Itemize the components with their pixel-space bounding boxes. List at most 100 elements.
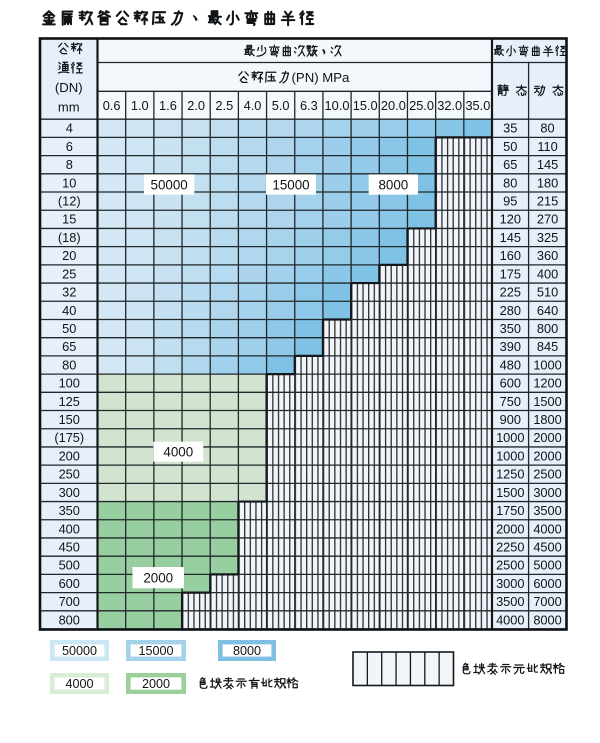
svg-text:10.0: 10.0 — [325, 98, 350, 113]
svg-text:1750: 1750 — [496, 503, 524, 518]
svg-text:800: 800 — [59, 612, 80, 627]
svg-text:4.0: 4.0 — [244, 98, 262, 113]
svg-text:500: 500 — [59, 558, 80, 573]
svg-text:32.0: 32.0 — [437, 98, 462, 113]
svg-text:845: 845 — [537, 339, 558, 354]
svg-text:4000: 4000 — [496, 612, 524, 627]
svg-text:225: 225 — [500, 285, 521, 300]
svg-text:480: 480 — [500, 357, 521, 372]
svg-text:4000: 4000 — [163, 444, 193, 459]
svg-text:700: 700 — [59, 594, 80, 609]
svg-text:(PN) MPa: (PN) MPa — [292, 70, 351, 85]
svg-text:145: 145 — [500, 230, 521, 245]
svg-text:390: 390 — [500, 339, 521, 354]
svg-text:50: 50 — [503, 139, 517, 154]
svg-text:3000: 3000 — [496, 576, 524, 591]
svg-text:8000: 8000 — [533, 612, 561, 627]
svg-text:15.0: 15.0 — [353, 98, 378, 113]
svg-text:200: 200 — [59, 448, 80, 463]
svg-text:3000: 3000 — [533, 485, 561, 500]
svg-text:8: 8 — [66, 157, 73, 172]
svg-text:800: 800 — [537, 321, 558, 336]
svg-text:35: 35 — [503, 121, 517, 136]
svg-text:2000: 2000 — [143, 570, 173, 585]
svg-text:(12): (12) — [58, 194, 81, 209]
svg-text:100: 100 — [59, 376, 80, 391]
svg-text:95: 95 — [503, 194, 517, 209]
svg-text:10: 10 — [62, 175, 76, 190]
svg-text:1800: 1800 — [533, 412, 561, 427]
svg-text:2000: 2000 — [142, 677, 170, 691]
svg-text:640: 640 — [537, 303, 558, 318]
svg-text:215: 215 — [537, 194, 558, 209]
svg-text:25.0: 25.0 — [409, 98, 434, 113]
svg-text:600: 600 — [500, 376, 521, 391]
svg-text:270: 270 — [537, 212, 558, 227]
svg-text:2500: 2500 — [496, 558, 524, 573]
svg-text:1000: 1000 — [533, 357, 561, 372]
svg-text:2.5: 2.5 — [215, 98, 233, 113]
svg-text:250: 250 — [59, 467, 80, 482]
svg-text:5.0: 5.0 — [272, 98, 290, 113]
svg-text:1.0: 1.0 — [131, 98, 149, 113]
svg-text:40: 40 — [62, 303, 76, 318]
svg-text:(DN): (DN) — [55, 80, 83, 95]
svg-text:1000: 1000 — [496, 448, 524, 463]
svg-text:15000: 15000 — [272, 177, 309, 192]
svg-text:2000: 2000 — [496, 521, 524, 536]
svg-text:6: 6 — [66, 139, 73, 154]
svg-text:150: 150 — [59, 412, 80, 427]
svg-text:50: 50 — [62, 321, 76, 336]
svg-text:350: 350 — [59, 503, 80, 518]
svg-text:35.0: 35.0 — [465, 98, 490, 113]
svg-text:15000: 15000 — [138, 644, 173, 658]
svg-text:360: 360 — [537, 248, 558, 263]
svg-text:6.3: 6.3 — [300, 98, 318, 113]
svg-text:120: 120 — [500, 212, 521, 227]
svg-text:300: 300 — [59, 485, 80, 500]
svg-text:125: 125 — [59, 394, 80, 409]
svg-text:4500: 4500 — [533, 539, 561, 554]
svg-text:(18): (18) — [58, 230, 81, 245]
svg-text:4000: 4000 — [65, 677, 93, 691]
svg-text:20: 20 — [62, 248, 76, 263]
svg-text:65: 65 — [62, 339, 76, 354]
svg-text:1250: 1250 — [496, 467, 524, 482]
svg-text:2250: 2250 — [496, 539, 524, 554]
svg-text:20.0: 20.0 — [381, 98, 406, 113]
svg-text:80: 80 — [503, 175, 517, 190]
svg-text:750: 750 — [500, 394, 521, 409]
svg-text:2000: 2000 — [533, 430, 561, 445]
svg-text:1200: 1200 — [533, 376, 561, 391]
svg-text:1500: 1500 — [533, 394, 561, 409]
svg-text:7000: 7000 — [533, 594, 561, 609]
svg-text:110: 110 — [537, 139, 557, 154]
svg-text:280: 280 — [500, 303, 521, 318]
svg-text:400: 400 — [537, 266, 558, 281]
svg-text:6000: 6000 — [533, 576, 561, 591]
svg-text:510: 510 — [537, 285, 558, 300]
svg-text:3500: 3500 — [533, 503, 561, 518]
svg-text:4: 4 — [66, 121, 73, 136]
svg-text:2000: 2000 — [533, 448, 561, 463]
svg-text:450: 450 — [59, 539, 80, 554]
svg-text:325: 325 — [537, 230, 558, 245]
svg-text:65: 65 — [503, 157, 517, 172]
svg-text:4000: 4000 — [533, 521, 561, 536]
svg-text:8000: 8000 — [378, 177, 408, 192]
svg-text:8000: 8000 — [233, 644, 261, 658]
svg-text:3500: 3500 — [496, 594, 524, 609]
svg-text:80: 80 — [62, 357, 76, 372]
svg-text:15: 15 — [62, 212, 76, 227]
svg-text:160: 160 — [500, 248, 521, 263]
svg-text:50000: 50000 — [62, 644, 97, 658]
svg-text:145: 145 — [537, 157, 558, 172]
svg-text:5000: 5000 — [533, 558, 561, 573]
svg-text:(175): (175) — [54, 430, 84, 445]
svg-text:1500: 1500 — [496, 485, 524, 500]
svg-text:25: 25 — [62, 266, 76, 281]
svg-text:400: 400 — [59, 521, 80, 536]
svg-text:2.0: 2.0 — [187, 98, 205, 113]
svg-text:180: 180 — [537, 175, 558, 190]
svg-text:1000: 1000 — [496, 430, 524, 445]
